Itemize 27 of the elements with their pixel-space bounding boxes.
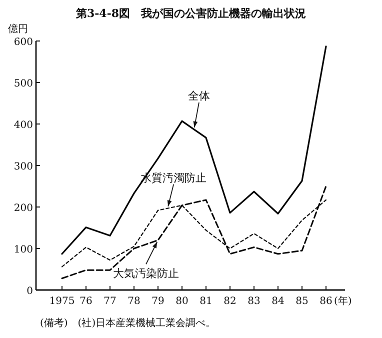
- y-tick-label: 600: [14, 37, 33, 48]
- x-tick-label: 79: [152, 296, 164, 307]
- x-axis-title: (年): [334, 295, 352, 307]
- y-tick-label: 400: [14, 120, 33, 131]
- line-series: [61, 186, 327, 280]
- line-series: [61, 46, 327, 255]
- series-label: 大気汚染防止: [113, 267, 179, 280]
- x-tick-label: 86: [320, 296, 332, 307]
- x-tick-label: 77: [104, 296, 116, 307]
- y-tick-label: 500: [14, 78, 33, 90]
- chart-title: 第3-4-8図 我が国の公害防止機器の輸出状況: [74, 7, 306, 20]
- x-tick-label: 78: [128, 296, 140, 307]
- y-tick-label: 100: [14, 244, 33, 256]
- x-tick-label: 83: [248, 296, 260, 307]
- y-tick-label: 200: [14, 203, 33, 214]
- x-tick-label: 82: [224, 296, 236, 307]
- y-tick-label: 300: [14, 162, 33, 172]
- x-tick-label: 1975: [49, 296, 75, 307]
- text: (備考) (社)日本産業機械工業会調べ。: [40, 317, 216, 329]
- x-tick-label: 85: [296, 296, 308, 307]
- x-tick-label: 80: [176, 296, 188, 307]
- x-tick-label: 76: [80, 296, 92, 307]
- y-tick-label: 0: [26, 286, 33, 297]
- x-tick-label: 81: [200, 296, 212, 307]
- x-tick-label: 84: [272, 296, 284, 307]
- series-label: 全体: [188, 89, 210, 102]
- y-axis-title: 億円: [8, 23, 28, 35]
